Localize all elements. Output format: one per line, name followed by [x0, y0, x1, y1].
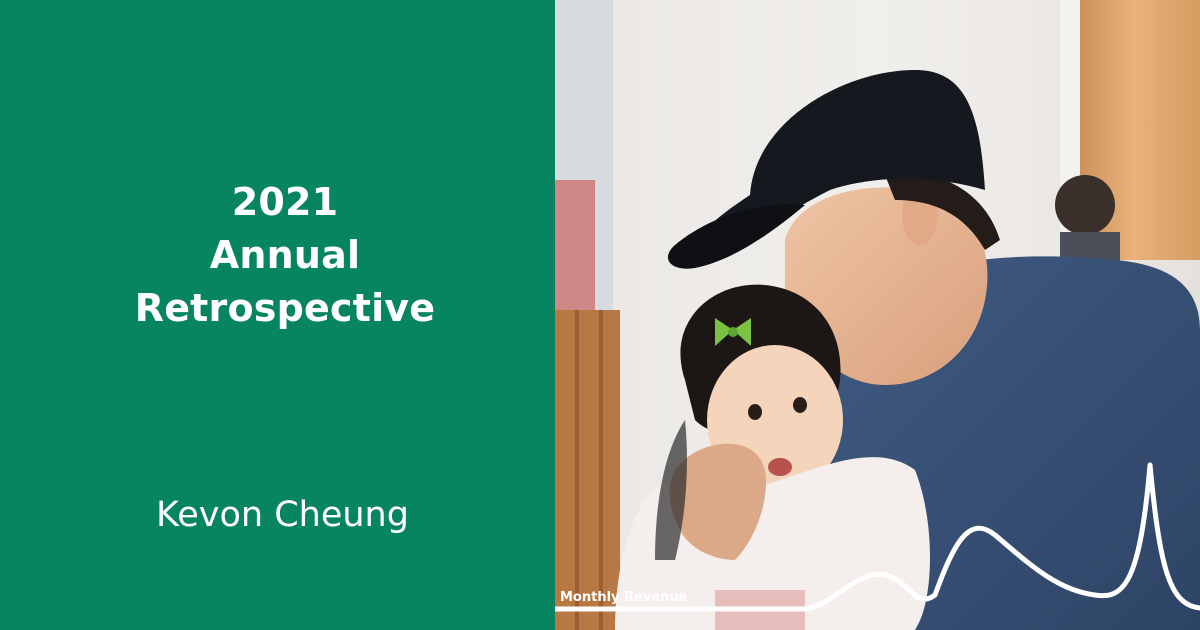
- revenue-line: [555, 462, 1200, 612]
- revenue-sparkline: [555, 462, 1200, 612]
- headline: 2021 Annual Retrospective: [0, 176, 570, 335]
- chart-label: Monthly Revenue: [560, 590, 688, 605]
- title-panel: 2021 Annual Retrospective Kevon Cheung: [0, 0, 555, 630]
- author-name: Kevon Cheung: [156, 495, 409, 535]
- headline-line-2: Annual: [209, 233, 361, 277]
- headline-year: 2021: [231, 180, 339, 224]
- headline-line-3: Retrospective: [134, 286, 436, 330]
- cover-photo: [555, 0, 1200, 630]
- photo-icon: [555, 0, 1200, 630]
